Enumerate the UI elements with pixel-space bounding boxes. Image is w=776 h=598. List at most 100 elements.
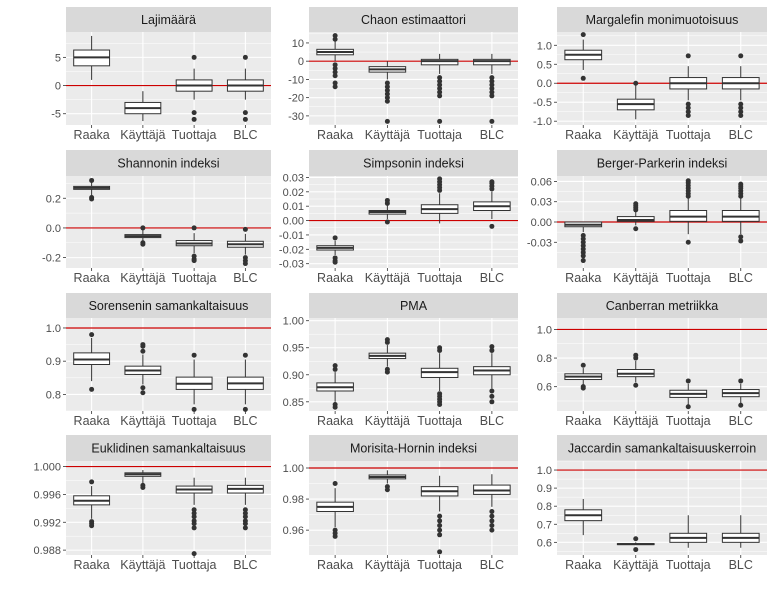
outlier-point — [384, 91, 390, 97]
outlier-point — [738, 402, 744, 408]
box-raaka — [316, 33, 354, 90]
outlier-point — [685, 101, 691, 107]
x-tick-label: BLC — [729, 414, 753, 428]
outlier-point — [332, 366, 338, 372]
outlier-point — [489, 393, 495, 399]
y-tick-label: 0.9 — [537, 483, 552, 495]
outlier-point — [242, 521, 248, 527]
outlier-point — [685, 178, 691, 184]
x-tick-label: Käyttäjä — [120, 128, 165, 142]
y-tick-label: 0.00 — [531, 217, 552, 229]
box-blc — [721, 181, 760, 244]
outlier-point — [332, 404, 338, 410]
facet-strip — [557, 7, 767, 32]
outlier-point — [437, 532, 443, 538]
y-tick-label: 0.8 — [46, 389, 61, 401]
outlier-point — [580, 362, 586, 368]
outlier-point — [242, 54, 248, 60]
outlier-point — [332, 235, 338, 241]
x-tick-label: Tuottaja — [172, 271, 217, 285]
outlier-point — [191, 525, 197, 531]
x-tick-label: Käyttäjä — [613, 558, 658, 572]
box-blc — [226, 477, 264, 531]
outlier-point — [384, 84, 390, 90]
y-tick-label: -10 — [288, 74, 304, 86]
y-tick-label: 1.0 — [46, 323, 61, 335]
facet-panel: Morisita-Hornin indeksi 0.96 0.98 1.00 Raaka… — [283, 435, 518, 572]
outlier-point — [242, 352, 248, 358]
outlier-point — [738, 53, 744, 59]
y-tick-label: 0.992 — [33, 517, 61, 529]
outlier-point — [489, 75, 495, 81]
outlier-point — [89, 523, 95, 529]
outlier-point — [191, 110, 197, 116]
x-tick-label: BLC — [729, 128, 753, 142]
outlier-point — [738, 113, 744, 119]
outlier-point — [332, 69, 338, 75]
panel-background — [309, 32, 518, 125]
outlier-point — [140, 225, 146, 231]
outlier-point — [580, 258, 586, 264]
x-tick-label: Käyttäjä — [120, 414, 165, 428]
x-tick-label: Käyttäjä — [365, 558, 410, 572]
outlier-point — [384, 80, 390, 86]
outlier-point — [633, 226, 639, 232]
outlier-point — [242, 514, 248, 520]
outlier-point — [738, 181, 744, 187]
x-tick-label: BLC — [480, 271, 504, 285]
x-tick-label: BLC — [480, 558, 504, 572]
outlier-point — [437, 522, 443, 528]
y-tick-label: -5 — [51, 109, 61, 121]
x-tick-label: Tuottaja — [666, 558, 711, 572]
outlier-point — [738, 378, 744, 384]
y-tick-label: 0.5 — [537, 59, 552, 71]
box-käyttäjä — [368, 470, 407, 493]
outlier-point — [191, 514, 197, 520]
outlier-point — [140, 241, 146, 247]
facet-strip — [557, 435, 767, 461]
y-tick-label: -30 — [288, 111, 304, 123]
outlier-point — [191, 507, 197, 513]
outlier-point — [633, 536, 639, 542]
x-tick-label: Raaka — [565, 128, 601, 142]
outlier-point — [437, 89, 443, 95]
outlier-point — [738, 234, 744, 240]
outlier-point — [489, 86, 495, 92]
y-tick-label: 0 — [298, 56, 304, 68]
box-blc — [473, 344, 511, 405]
facet-strip — [66, 7, 271, 32]
x-tick-label: Raaka — [317, 128, 353, 142]
facet-title: Berger-Parkerin indeksi — [597, 157, 728, 171]
box-raaka — [564, 362, 603, 391]
outlier-point — [489, 522, 495, 528]
facet-title: Simpsonin indeksi — [363, 157, 464, 171]
outlier-point — [191, 54, 197, 60]
box-tuottaja — [175, 352, 213, 412]
outlier-point — [580, 75, 586, 81]
box-tuottaja — [420, 176, 459, 224]
x-tick-label: Käyttäjä — [613, 128, 658, 142]
x-tick-label: Tuottaja — [172, 128, 217, 142]
outlier-point — [685, 109, 691, 115]
box-blc — [226, 226, 264, 267]
facet-title: Margalefin monimuotoisuus — [586, 13, 739, 27]
y-tick-label: 0.8 — [537, 353, 552, 365]
outlier-point — [89, 196, 95, 202]
x-tick-label: BLC — [233, 558, 257, 572]
facet-panel: Chaon estimaattori -30 -20 -10 0 10 Raaka Käytt… — [288, 7, 518, 142]
outlier-point — [633, 80, 639, 86]
outlier-point — [437, 118, 443, 124]
y-tick-label: 0.7 — [537, 519, 552, 531]
box-blc — [226, 352, 264, 412]
facet-title: Sorensenin samankaltaisuus — [89, 299, 249, 313]
x-tick-label: Käyttäjä — [365, 128, 410, 142]
facet-panel: PMA 0.85 0.90 0.95 1.00 Raaka Käyttäjä Tuottaja… — [283, 293, 518, 428]
x-tick-label: Raaka — [317, 414, 353, 428]
outlier-point — [633, 382, 639, 388]
outlier-point — [191, 406, 197, 412]
outlier-point — [489, 513, 495, 519]
facet-strip — [66, 293, 271, 318]
outlier-point — [242, 226, 248, 232]
y-tick-label: 0.98 — [283, 494, 304, 506]
y-tick-label: 0.95 — [283, 343, 304, 355]
